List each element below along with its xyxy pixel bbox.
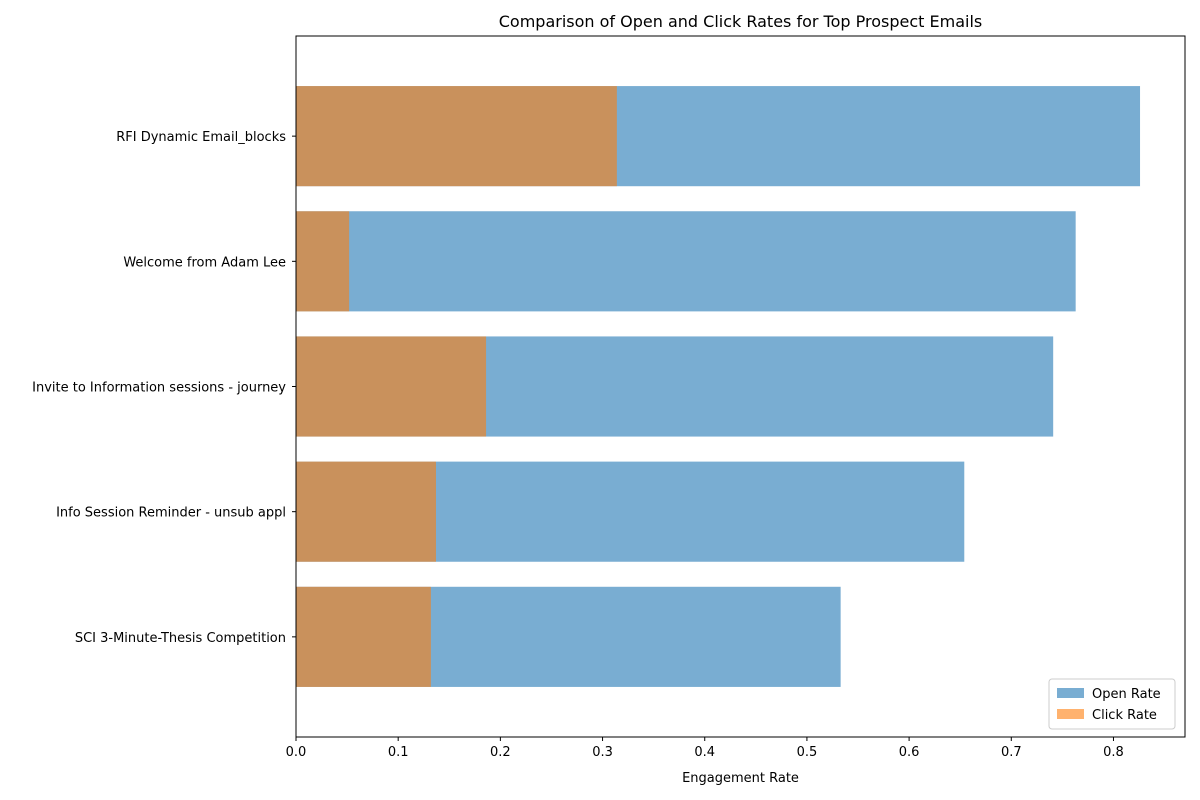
x-tick-label-2: 0.2 xyxy=(490,745,511,760)
chart-title: Comparison of Open and Click Rates for T… xyxy=(499,12,983,31)
x-tick-label-8: 0.8 xyxy=(1103,745,1124,760)
x-axis-label: Engagement Rate xyxy=(682,771,799,786)
bar-open-rate-1 xyxy=(296,211,1076,312)
bar-click-rate-1 xyxy=(296,211,350,312)
y-tick-label-1: Welcome from Adam Lee xyxy=(123,255,286,270)
y-tick-label-4: SCI 3-Minute-Thesis Competition xyxy=(75,631,286,646)
y-tick-label-2: Invite to Information sessions - journey xyxy=(32,381,286,396)
x-tick-label-4: 0.4 xyxy=(694,745,715,760)
y-tick-label-3: Info Session Reminder - unsub appl xyxy=(56,506,286,521)
x-tick-label-5: 0.5 xyxy=(797,745,818,760)
bars-layer xyxy=(296,86,1141,687)
y-tick-label-0: RFI Dynamic Email_blocks xyxy=(116,130,286,145)
legend-swatch-1 xyxy=(1057,709,1084,719)
axes-layer: 0.0 0.1 0.2 0.3 0.4 0.5 0.6 0.7 0.8 RFI Dynamic E… xyxy=(32,35,1186,760)
bar-click-rate-4 xyxy=(296,586,431,687)
bar-click-rate-2 xyxy=(296,336,487,437)
x-tick-label-7: 0.7 xyxy=(1001,745,1022,760)
bar-click-rate-3 xyxy=(296,461,436,562)
x-tick-label-6: 0.6 xyxy=(899,745,920,760)
bar-click-rate-0 xyxy=(296,86,617,187)
x-tick-label-3: 0.3 xyxy=(592,745,613,760)
legend: Open Rate Click Rate xyxy=(1048,678,1176,730)
x-tick-label-0: 0.0 xyxy=(286,745,307,760)
legend-label-0: Open Rate xyxy=(1092,687,1161,702)
x-tick-label-1: 0.1 xyxy=(388,745,409,760)
legend-label-1: Click Rate xyxy=(1092,708,1157,723)
legend-swatch-0 xyxy=(1057,688,1084,698)
